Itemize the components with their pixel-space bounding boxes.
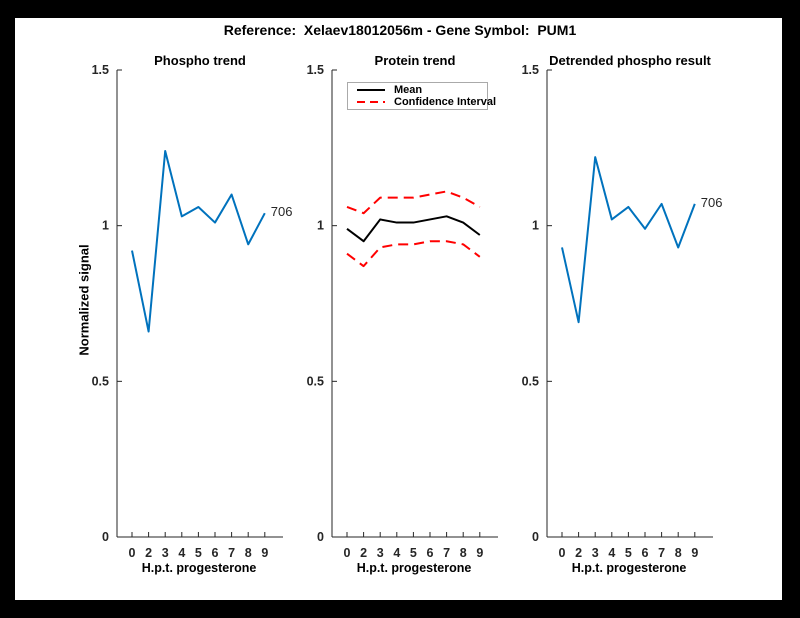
legend-row-ci: Confidence Interval [348,96,496,108]
x-tick-label: 0 [559,546,566,560]
x-tick-label: 9 [261,546,268,560]
x-tick-label: 5 [410,546,417,560]
x-tick-label: 3 [377,546,384,560]
chart1-title: Phospho trend [154,53,246,68]
legend-label-ci: Confidence Interval [394,96,497,108]
series-line [346,240,481,268]
y-tick-label: 0 [102,530,109,544]
series-line [561,156,696,324]
chart3-x-axis-label: H.p.t. progesterone [571,561,687,575]
x-tick-label: 6 [427,546,434,560]
x-tick-label: 7 [658,546,665,560]
y-tick-label: 0.5 [307,374,324,388]
chart2-title: Protein trend [374,53,456,68]
x-tick-label: 5 [195,546,202,560]
y-tick-label: 1 [317,219,324,233]
series-line [346,190,481,215]
y-tick-label: 1.5 [92,63,109,77]
y-tick-label: 0 [317,530,324,544]
chart2-x-axis-label: H.p.t. progesterone [356,561,472,575]
series-line [131,149,266,333]
x-tick-label: 5 [625,546,632,560]
x-tick-label: 3 [162,546,169,560]
x-tick-label: 8 [460,546,467,560]
x-tick-label: 9 [691,546,698,560]
x-tick-label: 2 [360,546,367,560]
x-tick-label: 8 [675,546,682,560]
y-tick-label: 0 [532,530,539,544]
x-tick-label: 2 [145,546,152,560]
y-tick-label: 1.5 [307,63,324,77]
chart1-x-axis-label: H.p.t. progesterone [141,561,257,575]
x-tick-label: 7 [443,546,450,560]
y-tick-label: 1.5 [522,63,539,77]
y-tick-label: 1 [102,219,109,233]
x-tick-label: 4 [608,546,615,560]
chart3-title: Detrended phospho result [549,53,711,68]
protein-trend-plot: 00.511.50 2 3 4 5 6 7 8 9 [307,63,498,560]
x-tick-label: 9 [476,546,483,560]
legend-row-mean: Mean [348,84,487,96]
x-tick-label: 0 [344,546,351,560]
x-tick-label: 4 [393,546,400,560]
series-end-label: 706 [701,195,723,210]
x-tick-label: 0 [129,546,136,560]
y-tick-label: 0.5 [522,374,539,388]
x-tick-label: 6 [642,546,649,560]
figure-title: Reference: Xelaev18012056m - Gene Symbol… [223,22,577,38]
y-tick-label: 0.5 [92,374,109,388]
figure-canvas [15,18,782,600]
x-tick-label: 2 [575,546,582,560]
legend-box: Mean Confidence Interval [347,82,496,110]
series-line [346,215,481,243]
x-tick-label: 3 [592,546,599,560]
confidence-interval-line-sample [357,101,385,103]
mean-line-sample [357,89,385,91]
x-tick-label: 4 [178,546,185,560]
legend-label-mean: Mean [394,84,423,96]
x-tick-label: 8 [245,546,252,560]
y-tick-label: 1 [532,219,539,233]
x-tick-label: 7 [228,546,235,560]
x-tick-label: 6 [212,546,219,560]
series-end-label: 706 [271,204,293,219]
